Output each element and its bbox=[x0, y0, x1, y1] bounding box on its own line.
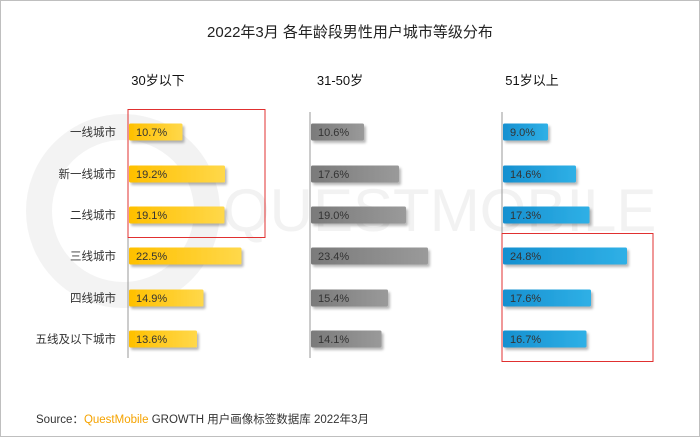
category-label: 五线及以下城市 bbox=[36, 332, 117, 346]
source-brand: QuestMobile bbox=[83, 414, 149, 426]
category-label: 新一线城市 bbox=[59, 167, 117, 181]
bar bbox=[129, 206, 225, 224]
bar bbox=[503, 123, 548, 141]
data-label: 15.4% bbox=[318, 293, 349, 305]
category-label: 三线城市 bbox=[70, 249, 116, 263]
highlight-box bbox=[127, 109, 266, 238]
bar bbox=[503, 165, 576, 183]
data-label: 19.2% bbox=[136, 169, 167, 181]
category-label: 二线城市 bbox=[70, 208, 116, 222]
series-panel: 30岁以下 10.7% 19.2% 19.1% 22.5% 14.9% 13.6% bbox=[127, 73, 242, 358]
data-label: 10.6% bbox=[318, 127, 349, 139]
data-label: 13.6% bbox=[136, 334, 167, 346]
bar bbox=[503, 247, 627, 265]
bar bbox=[129, 123, 183, 141]
data-label: 14.6% bbox=[510, 169, 541, 181]
bar bbox=[503, 206, 590, 224]
bar bbox=[129, 289, 204, 307]
data-label: 14.1% bbox=[318, 334, 349, 346]
data-label: 9.0% bbox=[510, 127, 535, 139]
data-label: 17.6% bbox=[318, 169, 349, 181]
bar bbox=[129, 330, 197, 348]
source-prefix: Source： bbox=[36, 414, 84, 426]
series-header: 31-50岁 bbox=[317, 73, 363, 88]
series-header: 30岁以下 bbox=[131, 73, 184, 88]
series-panel: 51岁以上 9.0% 14.6% 17.3% 24.8% 17.6% 16.7% bbox=[501, 73, 627, 358]
data-label: 10.7% bbox=[136, 127, 167, 139]
bar bbox=[503, 289, 591, 307]
bar bbox=[311, 165, 399, 183]
source-note: Source：QuestMobile GROWTH 用户画像标签数据库 2022… bbox=[36, 411, 369, 427]
source-suffix: GROWTH 用户画像标签数据库 2022年3月 bbox=[148, 414, 369, 426]
data-label: 16.7% bbox=[510, 334, 541, 346]
data-label: 17.6% bbox=[510, 293, 541, 305]
bar bbox=[129, 247, 242, 265]
highlight-box bbox=[501, 233, 654, 362]
data-label: 14.9% bbox=[136, 293, 167, 305]
series-header: 51岁以上 bbox=[505, 73, 558, 88]
category-label: 四线城市 bbox=[70, 291, 116, 305]
data-label: 19.1% bbox=[136, 210, 167, 222]
data-label: 24.8% bbox=[510, 251, 541, 263]
data-label: 17.3% bbox=[510, 210, 541, 222]
chart-title: 2022年3月 各年龄段男性用户城市等级分布 bbox=[207, 24, 493, 41]
series-panel: 31-50岁 10.6% 17.6% 19.0% 23.4% 15.4% 14.1% bbox=[309, 73, 428, 358]
bar bbox=[503, 330, 587, 348]
bar bbox=[129, 165, 225, 183]
series-panels: 30岁以下 10.7% 19.2% 19.1% 22.5% 14.9% 13.6% 31-50… bbox=[127, 73, 654, 362]
data-label: 19.0% bbox=[318, 210, 349, 222]
bar bbox=[311, 289, 388, 307]
bar bbox=[311, 247, 428, 265]
category-label: 一线城市 bbox=[70, 125, 116, 139]
data-label: 23.4% bbox=[318, 251, 349, 263]
data-label: 22.5% bbox=[136, 251, 167, 263]
bar bbox=[311, 206, 406, 224]
bar bbox=[311, 123, 364, 141]
bar bbox=[311, 330, 382, 348]
